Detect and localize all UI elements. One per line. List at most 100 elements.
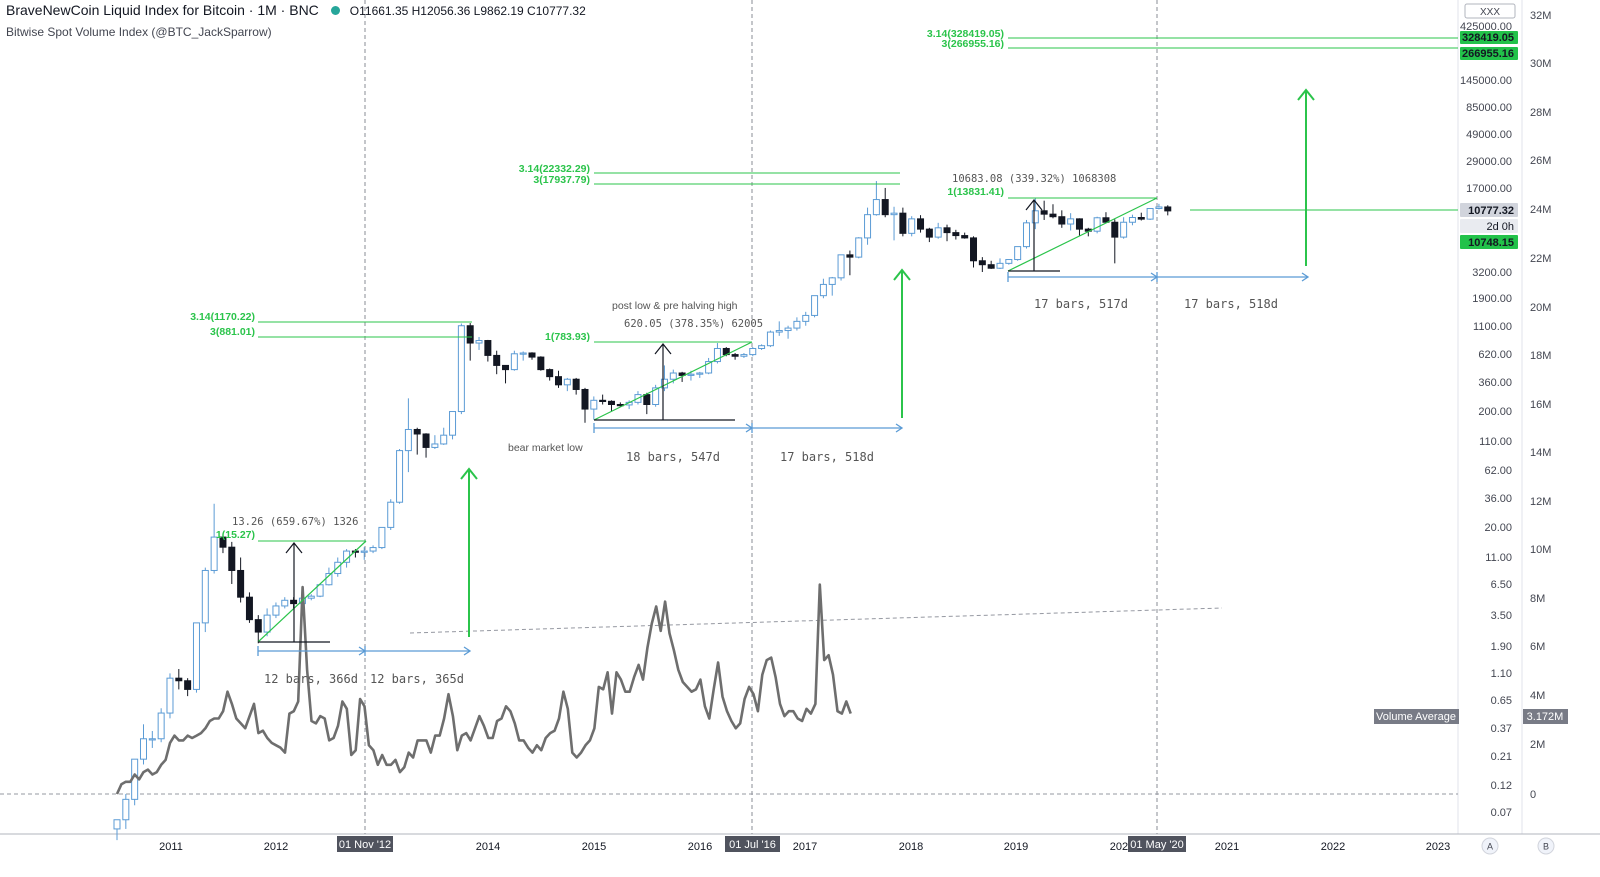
volume-average-line	[115, 583, 852, 795]
price-axis-label: 6.50	[1491, 579, 1512, 591]
fib1-trend-line	[257, 540, 367, 643]
candle-body	[793, 320, 801, 329]
volume-axis-label: 30M	[1530, 58, 1551, 70]
price-axis-label: 20.00	[1484, 522, 1512, 534]
time-marker-bg[interactable]	[725, 836, 780, 852]
cycle1-projection-arrow-head	[460, 467, 478, 480]
range6-arrow-head	[1301, 272, 1310, 282]
volume-value-badge[interactable]: 3.172M	[1527, 711, 1564, 723]
fib1-one-label: 1(15.27)	[216, 529, 255, 541]
candle-body	[475, 340, 483, 344]
badge-line-price-bg[interactable]	[1460, 235, 1518, 249]
price-axis-label: 29000.00	[1466, 156, 1512, 168]
candle-body	[1005, 259, 1013, 264]
axis-mode-button-label[interactable]: B	[1543, 842, 1549, 852]
time-axis-label: 2021	[1215, 841, 1239, 853]
volume-axis-label: 10M	[1530, 544, 1551, 556]
badge-last-price-bg[interactable]	[1460, 203, 1518, 217]
candle-body	[802, 314, 810, 322]
range5-label: 17 bars, 517d	[1034, 297, 1128, 311]
candle-body	[731, 354, 739, 357]
ohlc-values: O11661.35 H12056.36 L9862.19 C10777.32	[349, 4, 586, 18]
candle-body	[881, 199, 889, 216]
price-axis-label: 3.50	[1491, 610, 1512, 622]
candle-body	[272, 605, 280, 616]
candle-body	[113, 819, 121, 830]
volume-axis-label: 32M	[1530, 10, 1551, 22]
time-marker-label[interactable]: 01 Jul '16	[729, 839, 776, 851]
time-marker-label[interactable]: 01 May '20	[1130, 839, 1183, 851]
candle-body	[1014, 246, 1022, 261]
candle-body	[210, 536, 218, 571]
candle-body	[484, 340, 492, 356]
axis-mode-button-label[interactable]: A	[1487, 842, 1493, 852]
volume-axis-label: 22M	[1530, 253, 1551, 265]
volume-value-badge-bg[interactable]	[1523, 709, 1568, 724]
candle-body	[378, 526, 386, 549]
candle-body	[519, 352, 527, 355]
candle-body	[811, 295, 819, 316]
top-price-box-label[interactable]: XXX	[1480, 7, 1500, 18]
badge-target-314-bg[interactable]	[1460, 31, 1518, 44]
symbol-title[interactable]: BraveNewCoin Liquid Index for Bitcoin · …	[6, 2, 319, 18]
cycle3-projection-arrow-head	[1297, 88, 1315, 101]
candle-body	[643, 394, 651, 405]
bear-low-note: bear market low	[508, 442, 583, 454]
candle-body	[1120, 221, 1128, 238]
badge-last-price[interactable]: 10777.32	[1468, 205, 1514, 217]
time-marker-label[interactable]: 01 Nov '12	[339, 839, 391, 851]
range2-label: 12 bars, 365d	[370, 672, 464, 686]
price-axis-label: 49000.00	[1466, 129, 1512, 141]
fib2-measure-arrow-head	[654, 343, 672, 355]
range1-label: 12 bars, 366d	[264, 672, 358, 686]
candle-body	[546, 369, 554, 378]
fib3-3-label: 3(266955.16)	[942, 38, 1004, 50]
time-marker-bg[interactable]	[337, 836, 393, 852]
range4-label: 17 bars, 518d	[780, 450, 874, 464]
fib2-trend-line	[593, 341, 753, 421]
top-price-box[interactable]	[1464, 3, 1516, 19]
candle-body	[846, 254, 854, 258]
volume-legend-bg[interactable]	[1374, 709, 1459, 724]
candle-body	[502, 364, 510, 371]
fib2-one-label: 1(783.93)	[545, 331, 590, 343]
volume-legend-label[interactable]: Volume Average	[1376, 711, 1456, 723]
candle-body	[970, 237, 978, 262]
time-axis-label: 2011	[159, 841, 183, 853]
candle-body	[978, 260, 986, 266]
candle-body	[1067, 218, 1075, 225]
price-axis-label: 36.00	[1484, 493, 1512, 505]
badge-countdown-bg[interactable]	[1460, 219, 1518, 233]
range2-arrow-head	[463, 646, 472, 656]
badge-target-3[interactable]: 266955.16	[1462, 48, 1514, 60]
volume-axis-label: 8M	[1530, 593, 1545, 605]
badge-target-3-bg[interactable]	[1460, 47, 1518, 60]
badge-countdown[interactable]: 2d 0h	[1486, 221, 1514, 233]
volume-axis-label: 24M	[1530, 204, 1551, 216]
candle-body	[837, 254, 845, 279]
axis-mode-button[interactable]	[1481, 837, 1499, 855]
candle-body	[855, 237, 863, 258]
time-marker-bg[interactable]	[1128, 836, 1186, 852]
candle-body	[1040, 210, 1048, 215]
candle-body	[537, 356, 545, 371]
candle-body	[687, 373, 695, 376]
candle-body	[457, 325, 465, 413]
price-axis-label: 85000.00	[1466, 102, 1512, 114]
fib1-measure-arrow-head	[285, 542, 303, 554]
volume-axis-label: 26M	[1530, 155, 1551, 167]
symbol-header[interactable]: BraveNewCoin Liquid Index for Bitcoin · …	[6, 2, 586, 18]
candle-body	[581, 388, 589, 410]
candle-body	[1137, 217, 1145, 220]
candle-body	[1022, 222, 1030, 248]
badge-line-price[interactable]: 10748.15	[1468, 237, 1514, 249]
candle-body	[510, 353, 518, 371]
badge-target-314[interactable]: 328419.05	[1462, 32, 1514, 44]
axis-mode-button[interactable]	[1537, 837, 1555, 855]
candle-body	[828, 277, 836, 285]
indicator-title[interactable]: Bitwise Spot Volume Index (@BTC_JackSpar…	[6, 25, 272, 39]
candle-body	[254, 619, 262, 633]
candle-body	[1111, 221, 1119, 238]
